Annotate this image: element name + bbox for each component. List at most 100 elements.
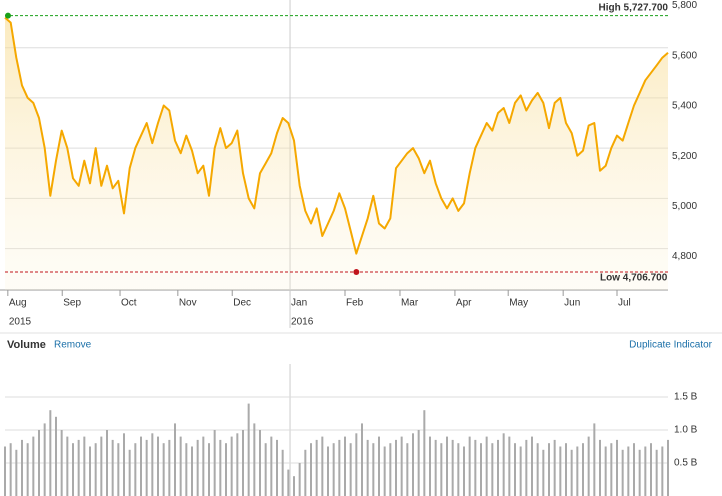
x-tick-label: Jun [564,298,580,309]
volume-bar [338,439,341,496]
volume-bar [134,443,137,496]
year-label: 2015 [9,317,32,328]
volume-bar [236,433,239,496]
volume-bar [162,443,165,496]
y-tick-label: 1.0 B [674,425,698,436]
volume-bar [468,436,471,496]
volume-bar [400,436,403,496]
low-label: Low 4,706.700 [600,273,668,284]
high-label: High 5,727.700 [599,2,669,13]
volume-bar [247,403,250,496]
volume-bar [440,443,443,496]
volume-bar [287,469,290,496]
volume-bar [480,443,482,496]
volume-bar [55,416,57,496]
y-tick-label: 5,600 [672,50,697,61]
volume-bar [519,446,522,496]
volume-bar [463,446,465,496]
x-tick-label: Nov [179,298,197,309]
volume-bar [621,449,624,496]
x-tick-label: Jan [291,298,307,309]
volume-bar [502,433,505,496]
price-area [5,17,668,290]
volume-bar [599,439,601,496]
volume-bar [332,443,335,496]
x-tick-label: Sep [63,298,81,309]
volume-bar [225,443,227,496]
volume-bar [21,439,23,496]
y-tick-label: 4,800 [672,251,697,262]
volume-bar [434,439,437,496]
volume-bar [281,449,284,496]
y-tick-label: 0.5 B [674,458,698,469]
volume-bar [83,436,86,496]
volume-bar [179,436,182,496]
volume-bar [128,449,131,496]
volume-bar [650,443,652,496]
volume-bar [491,443,494,496]
volume-bar [536,443,539,496]
volume-bar [344,436,346,496]
volume-bar [327,446,329,496]
volume-bar [94,443,97,496]
volume-bar [219,439,222,496]
high-dot [5,12,11,19]
volume-bar [593,423,596,496]
volume-bar [242,430,244,496]
volume-bar [355,433,358,496]
x-tick-label: Jul [618,298,631,309]
volume-bar [174,423,176,496]
volume-bar [361,423,363,496]
price-line [4,16,669,255]
low-dot [353,268,360,275]
volume-bar [89,446,91,496]
volume-bar [638,449,641,496]
volume-bar [661,446,664,496]
remove-link[interactable]: Remove [54,340,92,351]
volume-bar [185,443,188,496]
volume-bar [230,436,233,496]
volume-bar [298,463,301,496]
volume-bar [117,443,120,496]
x-tick-label: May [509,298,528,309]
volume-bar [616,439,618,496]
volume-bar [644,446,647,496]
volume-bar [553,439,556,496]
volume-bar [604,446,607,496]
volume-bar [157,436,159,496]
panel-title: Volume [7,339,46,351]
volume-bar [77,439,80,496]
volume-bar [66,436,69,496]
volume-bar [111,439,114,496]
volume-bar [264,443,267,496]
volume-bar [514,443,516,496]
y-tick-label: 5,000 [672,201,697,212]
volume-bar [582,443,584,496]
volume-bar [349,443,352,496]
volume-bar [253,423,256,496]
volume-bar [151,433,154,496]
x-tick-label: Dec [233,298,251,309]
volume-bar [548,443,550,496]
y-tick-label: 5,800 [672,0,697,11]
volume-bar [429,436,431,496]
volume-bar [310,443,312,496]
volume-bar [60,430,63,496]
volume-bar [304,449,307,496]
volume-bar [570,449,573,496]
volume-bar [43,423,46,496]
volume-bar [202,436,205,496]
volume-bar [366,439,369,496]
volume-bar [383,446,386,496]
volume-bar [633,443,635,496]
volume-bar [168,439,171,496]
volume-bar [38,430,40,496]
volume-bar [9,443,12,496]
year-label: 2016 [291,317,314,328]
y-tick-label: 1.5 B [674,392,698,403]
volume-bar [208,443,210,496]
volume-bar [559,446,562,496]
duplicate-link[interactable]: Duplicate Indicator [629,340,712,351]
volume-bar [451,439,454,496]
